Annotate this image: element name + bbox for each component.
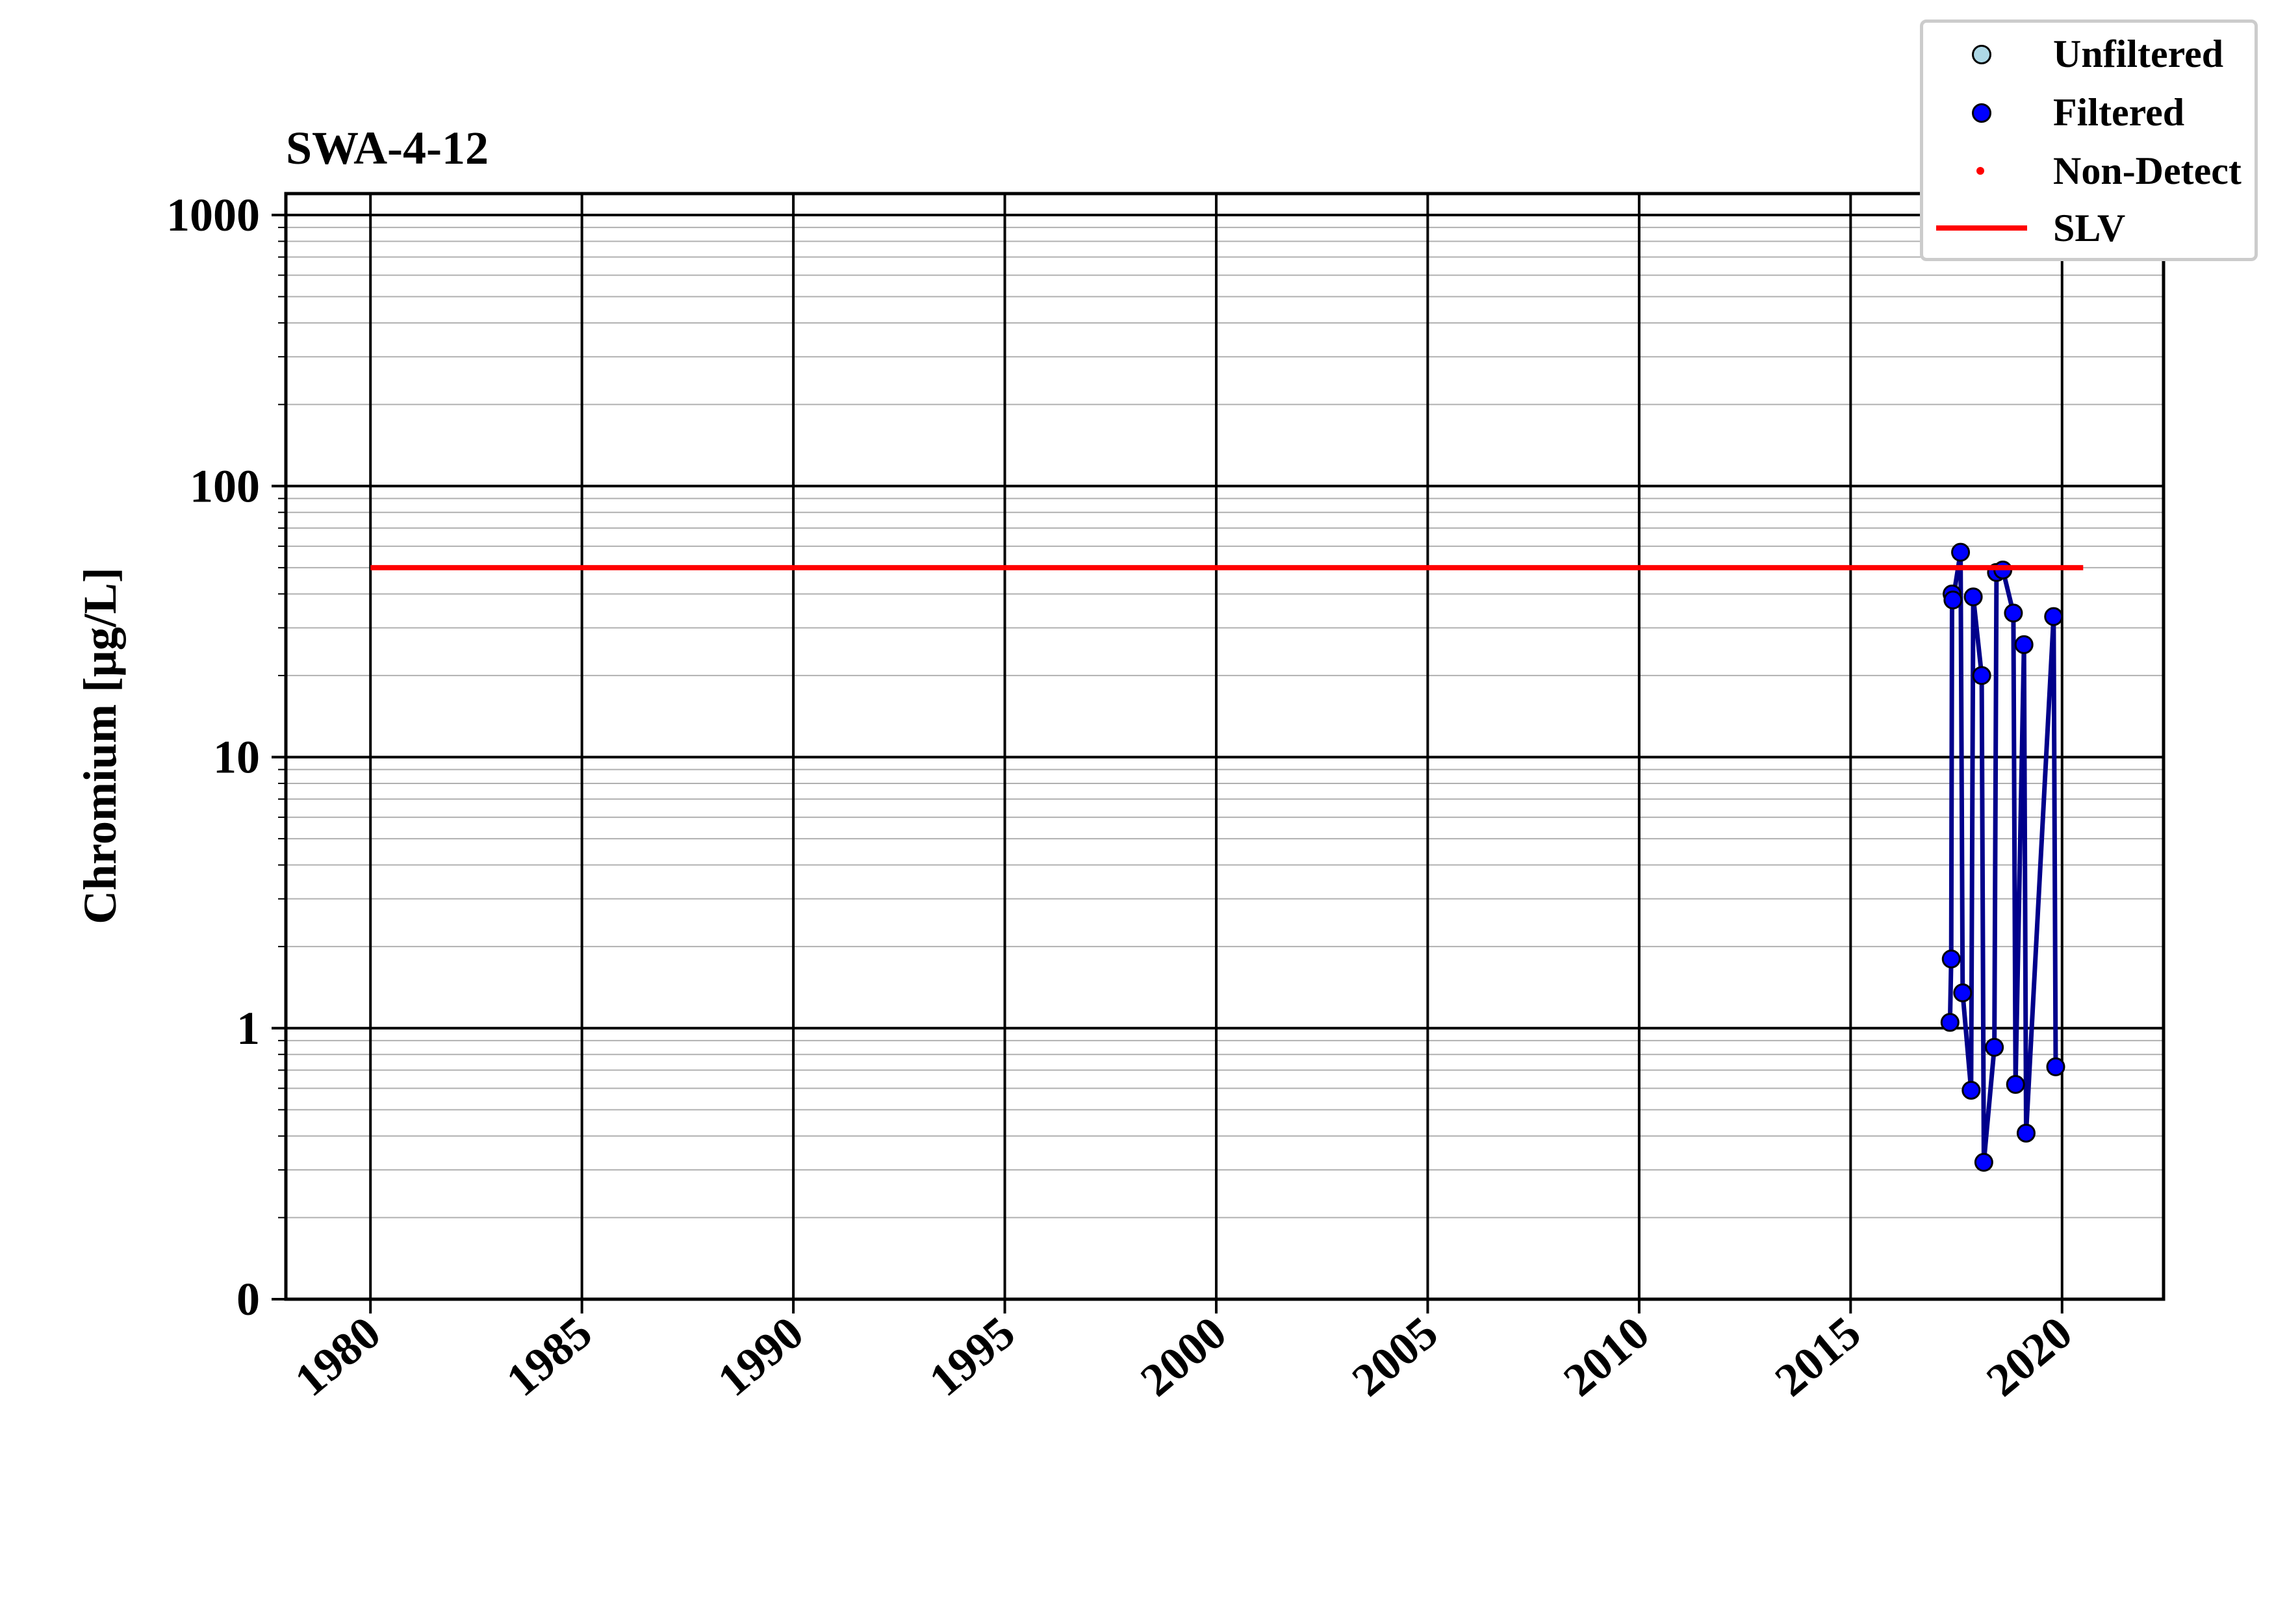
series-layer: [370, 542, 2084, 1172]
x-tick-label: 2000: [1131, 1306, 1236, 1406]
y-tick-label: 1000: [166, 189, 260, 241]
filtered-data-point: [1972, 666, 1991, 685]
filtered-data-point: [2004, 603, 2023, 623]
minor-gridlines: [278, 227, 2164, 1219]
legend-item-slv: SLV: [1923, 202, 2255, 254]
y-tick-label: 1: [236, 1002, 260, 1054]
plot-frame: [284, 192, 2165, 1301]
legend-item-non-detect: Non-Detect: [1923, 145, 2255, 197]
x-tick-label: 2020: [1976, 1306, 2082, 1406]
legend-label-filtered: Filtered: [2053, 91, 2185, 134]
filtered-data-point: [2006, 1074, 2025, 1094]
filtered-data-point: [1940, 1013, 1960, 1032]
legend: Unfiltered Filtered Non-Detect SLV: [1920, 19, 2258, 261]
legend-label-unfiltered: Unfiltered: [2053, 32, 2224, 75]
unfiltered-marker-icon: [1972, 45, 1991, 64]
filtered-data-point: [2046, 1057, 2065, 1076]
x-tick-label: 1985: [496, 1306, 602, 1406]
filtered-data-point: [1985, 1037, 2004, 1057]
legend-item-filtered: Filtered: [1923, 86, 2255, 138]
legend-label-slv: SLV: [2053, 207, 2126, 249]
y-tick-label: 100: [190, 460, 260, 512]
filtered-data-point: [2016, 1123, 2036, 1143]
major-gridlines: [286, 194, 2164, 1300]
x-tick-label: 1990: [708, 1306, 813, 1406]
non-detect-marker-icon: [1976, 167, 1984, 175]
filtered-data-point: [1963, 587, 1983, 607]
x-tick-label: 2015: [1765, 1306, 1871, 1406]
filtered-data-point: [1961, 1080, 1981, 1100]
filtered-data-point: [1941, 949, 1961, 969]
axis-ticks: 0 1 10 100 1000 1980 1985 1990 1995 2000 2005 2010 2…: [166, 189, 2082, 1406]
legend-item-unfiltered: Unfiltered: [1923, 28, 2255, 80]
chart-title: SWA-4-12: [286, 122, 489, 174]
legend-label-non-detect: Non-Detect: [2053, 149, 2242, 192]
filtered-data-point: [1974, 1152, 1993, 1172]
filtered-data-point: [1951, 542, 1971, 562]
x-tick-label: 2010: [1553, 1306, 1659, 1406]
x-tick-label: 1980: [285, 1306, 390, 1406]
filtered-data-point: [2044, 607, 2063, 626]
y-tick-label: 10: [213, 731, 260, 783]
filtered-data-point: [2014, 635, 2034, 654]
y-tick-label: 0: [236, 1273, 260, 1325]
x-tick-label: 2005: [1342, 1306, 1448, 1406]
x-tick-label: 1995: [919, 1306, 1025, 1406]
y-axis-label: Chromium [μg/L]: [74, 567, 126, 924]
filtered-data-point: [1953, 983, 1973, 1002]
filtered-marker-icon: [1972, 103, 1991, 123]
slv-line-icon: [1936, 225, 2027, 231]
filtered-data-point: [1943, 590, 1963, 610]
